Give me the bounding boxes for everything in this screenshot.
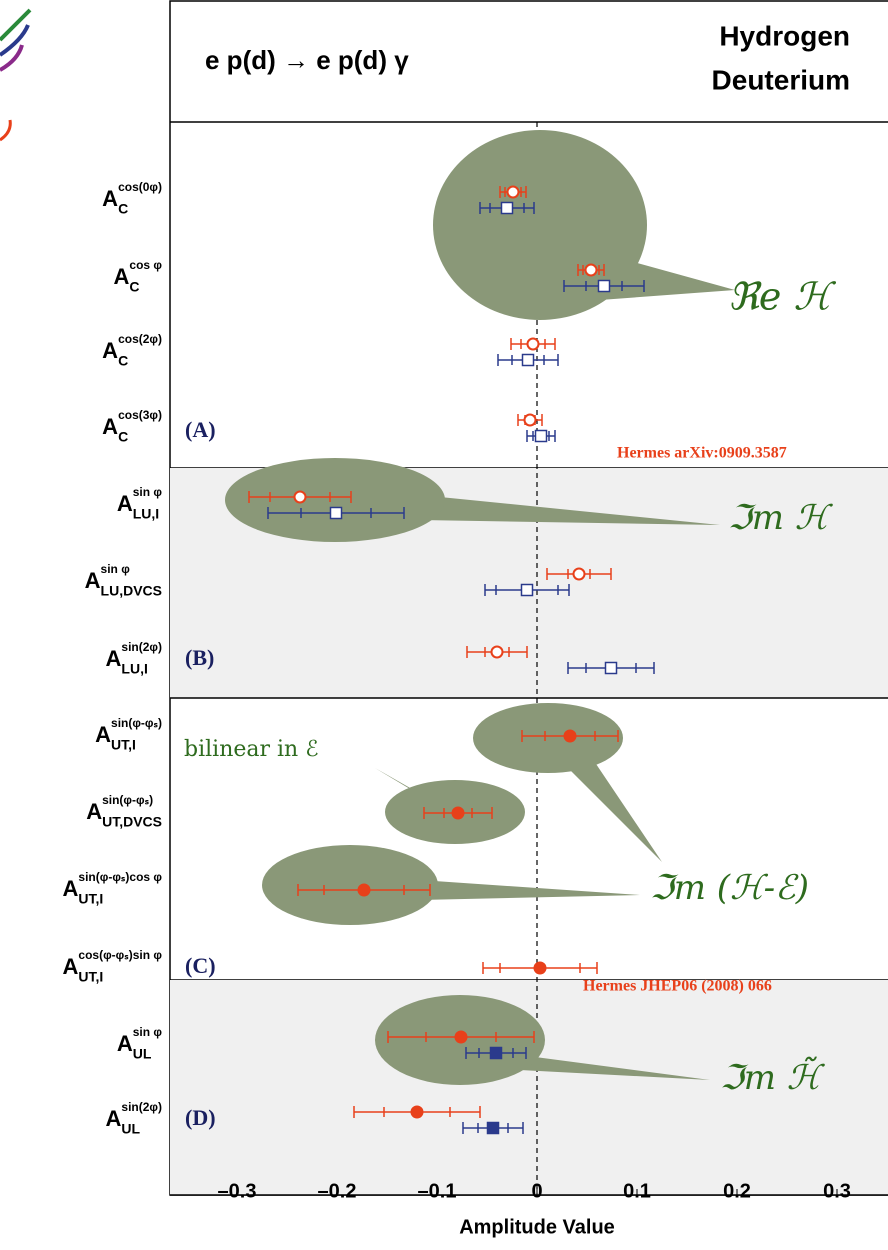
annotation: ℜe ℋ [728,275,836,319]
row-label-sub: C [129,279,139,295]
chart-title: e p(d) → e p(d) γ [205,45,409,75]
marker [536,431,547,442]
row-label-base: A [114,264,130,289]
row-label-sub: UT,I [111,737,136,753]
chart: ℜe ℋ ℑm ℋ bilinear in ℰ ℑm (ℋ-ℰ) ℑm ℋ̃ e… [0,0,888,1250]
callout [433,130,647,320]
x-axis-label: Amplitude Value [459,1216,615,1238]
row-label-base: A [102,186,118,211]
row-label-sup: cos(3φ) [118,408,162,422]
row-label-sup: sin φ [133,485,163,499]
row-label-base: A [102,338,118,363]
marker [488,1123,499,1134]
annotation: ℑm ℋ̃ [720,1056,826,1098]
marker [586,265,597,276]
row-label-sup: sin(2φ) [121,1100,162,1114]
callout [262,845,438,925]
row-label-sup: cos(φ-φₛ)sin φ [78,948,162,962]
row-label-base: A [85,568,101,593]
row-label-sup: cos φ [129,258,162,272]
row-label-base: A [117,1031,133,1056]
marker [599,281,610,292]
marker [574,569,585,580]
row-label-sub: UT,I [78,891,103,907]
marker [502,203,513,214]
marker [412,1107,423,1118]
row-label-sup: sin(φ-φₛ) [111,716,162,730]
row-label-base: A [106,646,122,671]
row-label-sub: UL [121,1121,140,1137]
row-label-sub: LU,DVCS [101,583,162,599]
row-label-sub: C [118,201,128,217]
marker [491,1048,502,1059]
section-label: (C) [185,953,216,978]
annotation: bilinear in ℰ [184,737,319,762]
marker [359,885,370,896]
logo [0,120,10,140]
reference-note: Hermes JHEP06 (2008) 066 [583,978,772,995]
marker [456,1032,467,1043]
annotation: ℑm ℋ [728,498,834,538]
marker [331,508,342,519]
section-label: (D) [185,1105,216,1130]
marker [606,663,617,674]
logo [0,10,30,40]
legend-entry: Deuterium [712,64,850,95]
reference-note: Hermes arXiv:0909.3587 [617,445,787,462]
section-label: (B) [185,645,214,670]
marker [525,415,536,426]
annotation: ℑm (ℋ-ℰ) [650,868,809,908]
row-label-sub: LU,I [121,661,147,677]
row-label-base: A [117,491,133,516]
marker [535,963,546,974]
marker [522,585,533,596]
row-label-sup: cos(0φ) [118,180,162,194]
row-label-sup: sin(φ-φₛ) [102,793,153,807]
row-label-sup: sin(φ-φₛ)cos φ [78,870,162,884]
row-label-sub: LU,I [133,506,159,522]
marker [295,492,306,503]
row-label-sub: UT,DVCS [102,814,162,830]
marker [528,339,539,350]
row-label-base: A [63,954,79,979]
logo [0,25,28,55]
callout [473,703,623,773]
row-label-sub: UL [133,1046,152,1062]
marker [492,647,503,658]
row-label-base: A [106,1106,122,1131]
row-label-sub: UT,I [78,969,103,985]
row-label-sub: C [118,429,128,445]
marker [508,187,519,198]
marker [565,731,576,742]
row-label-sup: sin(2φ) [121,640,162,654]
marker [453,808,464,819]
legend-entry: Hydrogen [719,20,850,51]
row-label-sup: sin φ [101,562,131,576]
callout [225,458,445,542]
row-label-base: A [102,414,118,439]
row-label-base: A [95,722,111,747]
row-label-sup: cos(2φ) [118,332,162,346]
marker [523,355,534,366]
row-label-sub: C [118,353,128,369]
row-label-sup: sin φ [133,1025,163,1039]
row-label-base: A [86,799,102,824]
row-label-base: A [63,876,79,901]
section-label: (A) [185,417,216,442]
